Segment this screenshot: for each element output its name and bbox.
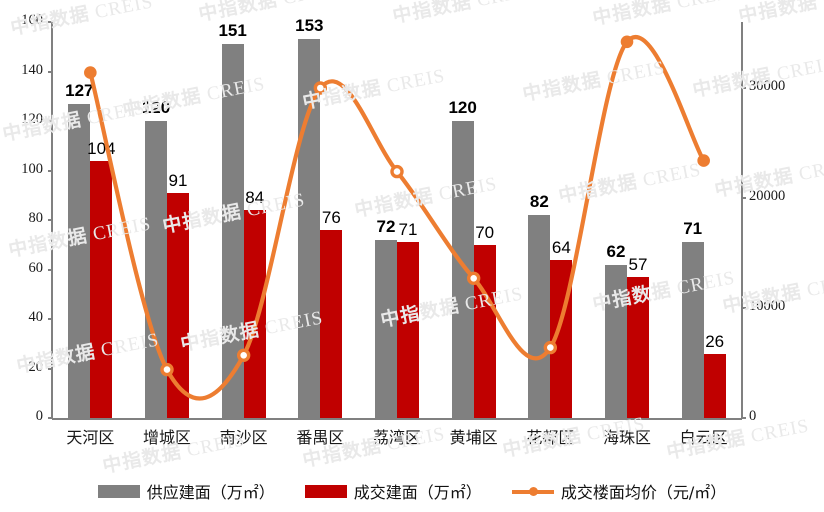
left-axis-tick [48,70,53,73]
bar-deal [473,244,496,418]
legend-item[interactable]: 成交楼面均价（元/㎡） [511,479,727,503]
x-axis-category-label: 黄埔区 [449,428,498,447]
bar-value-label-deal: 64 [551,237,571,257]
watermark-text: 中指数据 CREIS [352,173,499,222]
x-axis-category-label: 天河区 [66,428,115,447]
left-axis-tick [48,318,53,320]
x-axis-category-label: 海珠区 [602,428,651,447]
left-axis-tick-label: 100 [21,160,43,177]
legend-swatch-icon [304,484,347,498]
left-axis-tick [48,219,53,221]
right-axis-tick [741,307,746,309]
bar-supply [68,103,91,418]
right-axis-tick-label: 10000 [749,298,786,314]
left-axis-tick [48,169,53,172]
legend-label: 成交楼面均价（元/㎡） [560,483,727,502]
bar-value-label-deal: 84 [245,188,265,208]
bar-deal [397,242,419,418]
x-axis-category-label: 荔湾区 [372,428,421,447]
right-axis-tick-label: 0 [749,408,757,424]
price-line-marker [84,66,97,79]
bar-value-label-supply: 127 [65,80,94,100]
bar-value-label-deal: 76 [321,207,341,227]
bar-value-label-deal: 70 [475,222,495,242]
legend-swatch-icon [97,484,140,498]
bar-supply [605,264,627,418]
price-line-marker [390,164,404,179]
x-axis-category-label: 花都区 [526,428,575,447]
bar-supply [221,44,244,418]
legend-label: 成交建面（万㎡） [353,483,482,502]
legend-label: 供应建面（万㎡） [146,483,275,502]
bar-value-label-deal: 104 [87,138,116,158]
legend-item[interactable]: 成交建面（万㎡） [304,479,482,503]
left-axis-tick-label: 60 [28,259,44,276]
x-axis-baseline [52,418,742,420]
left-axis-tick-label: 20 [28,358,44,375]
bar-value-label-deal: 57 [628,254,648,274]
bar-value-label-supply: 120 [448,98,477,117]
bar-value-label-supply: 71 [683,219,703,239]
bar-deal [90,160,113,418]
bar-value-label-supply: 151 [218,21,247,41]
right-axis-tick-label: 20000 [749,188,786,204]
bar-value-label-deal: 26 [705,331,725,351]
watermark-text: 中指数据 CREIS [520,57,667,106]
price-line-marker [620,35,634,49]
x-axis-category-label: 白云区 [679,428,728,447]
bar-deal [167,192,189,418]
right-axis-line [741,22,743,419]
legend-item[interactable]: 供应建面（万㎡） [97,479,275,503]
bar-deal [703,353,726,418]
left-axis-tick-label: 140 [21,61,43,78]
left-axis-tick-label: 160 [21,12,43,28]
bar-value-label-supply: 82 [529,192,549,212]
bar-supply [298,39,321,418]
bar-deal [320,229,343,418]
bar-deal [550,259,573,418]
right-axis-tick [741,417,746,419]
chart-legend: 供应建面（万㎡） 成交建面（万㎡） 成交楼面均价（元/㎡） [0,476,824,506]
watermark-text: 中指数据 CREIS [590,0,737,30]
x-axis-category-label: 番禺区 [296,428,345,447]
bar-supply [375,239,397,418]
bar-supply [681,242,704,418]
left-axis-tick-label: 120 [21,111,43,127]
right-axis-tick [741,87,746,89]
bar-supply [451,121,474,418]
watermark-text: 中指数据 CREIS [556,159,703,208]
watermark-text: 中指数据 CREIS [390,0,537,28]
price-line-marker [697,154,710,167]
left-axis-tick [48,367,53,370]
left-axis-tick [48,268,53,271]
x-axis-category-label: 南沙区 [219,428,268,447]
bar-deal [243,210,266,418]
right-axis-tick-label: 30000 [749,78,786,94]
left-axis-tick-label: 40 [28,309,44,325]
bar-deal [627,276,649,418]
bar-value-label-supply: 153 [295,16,324,36]
watermark-text: 中指数据 CREIS [736,0,824,28]
bar-value-label-supply: 120 [141,98,171,117]
left-axis-tick-label: 80 [28,210,44,226]
left-axis-tick [48,120,53,122]
bar-value-label-deal: 71 [398,220,418,240]
right-axis-tick [741,197,746,199]
bar-supply [145,121,167,418]
legend-line-marker-icon [511,485,554,498]
watermark-text: 中指数据 CREIS [300,65,447,114]
left-axis-tick [48,417,53,419]
bar-value-label-deal: 91 [168,170,188,190]
left-axis-tick [48,21,53,23]
x-axis-category-label: 增城区 [142,428,191,447]
left-axis-tick-label: 0 [35,408,43,424]
